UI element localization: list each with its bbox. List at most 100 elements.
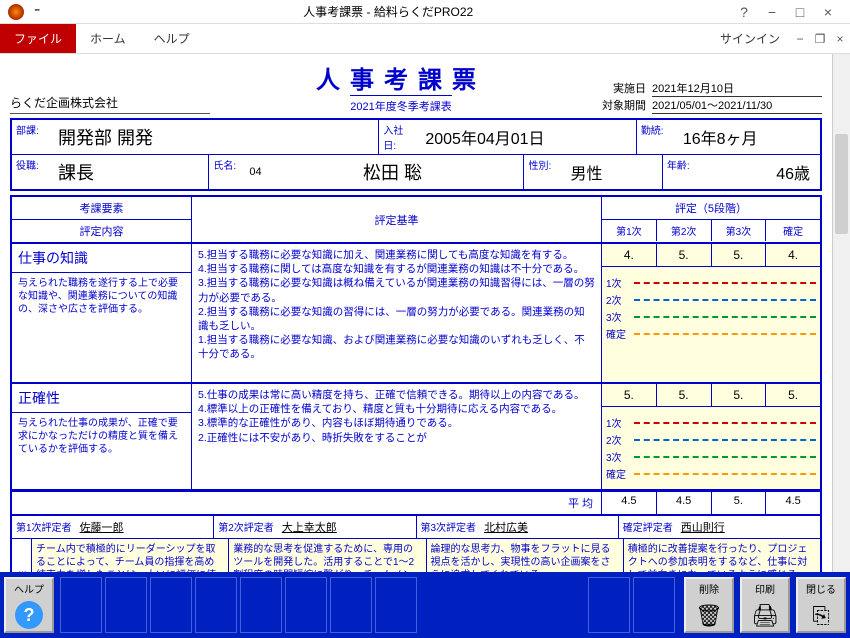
- score-cell[interactable]: 4.: [602, 244, 657, 266]
- name-value: 松田 聡: [262, 155, 524, 189]
- score-cell[interactable]: 5.: [712, 244, 767, 266]
- item-title: 仕事の知識: [12, 244, 191, 273]
- minimize-button[interactable]: −: [758, 4, 786, 20]
- score-cell[interactable]: 5.: [712, 384, 767, 406]
- printer-icon: 🖨: [751, 603, 779, 629]
- remark-cell: チーム内で積極的にリーダーシップを取ることによって、チーム員の指揮を高め結束力を…: [32, 539, 229, 572]
- evaluation-table: 考課要素評定内容 評定基準 評定（5段階） 第1次 第2次 第3次 確定 仕事の…: [10, 195, 822, 516]
- role-value: 課長: [48, 155, 208, 189]
- dept-label: 部課:: [12, 120, 48, 139]
- avg-cell: 4.5: [766, 492, 820, 514]
- mdi-close-icon[interactable]: ×: [830, 32, 850, 46]
- sex-label: 性別:: [524, 155, 560, 174]
- evaluator-name: 北村広美: [480, 516, 618, 538]
- item-desc: 与えられた職務を遂行する上で必要な知識や、関連業務についての知識の、深さや広さを…: [12, 273, 191, 320]
- avg-cell: 4.5: [657, 492, 712, 514]
- file-tab[interactable]: ファイル: [0, 24, 76, 53]
- close-button[interactable]: ×: [814, 4, 842, 20]
- sheet-title: 人事考課票: [210, 60, 592, 95]
- tool-slot: [105, 577, 147, 633]
- menubar: ファイル ホーム ヘルプ サインイン − ❐ ×: [0, 24, 850, 54]
- age-value: 46歳: [699, 156, 820, 188]
- vertical-scrollbar[interactable]: [832, 54, 850, 572]
- score-cell[interactable]: 5.: [602, 384, 657, 406]
- score-cell[interactable]: 5.: [657, 244, 712, 266]
- avg-label: 平 均: [12, 492, 602, 514]
- tool-slot: [633, 577, 675, 633]
- head-c4: 確定: [766, 220, 820, 241]
- hire-label: 入社日:: [379, 120, 415, 154]
- avg-cell: 4.5: [602, 492, 657, 514]
- help-tab[interactable]: ヘルプ: [140, 24, 204, 53]
- mdi-minimize-icon[interactable]: −: [790, 32, 810, 46]
- titlebar: ⁼ 人事考課票 - 給料らくだPRO22 ? − □ ×: [0, 0, 850, 24]
- delete-button[interactable]: 削除🗑: [684, 577, 734, 633]
- emp-no: 04: [245, 166, 261, 178]
- hire-value: 2005年04月01日: [415, 121, 635, 153]
- company-name: らくだ企画株式会社: [10, 94, 210, 114]
- item-criteria: 5.仕事の成果は常に高い精度を持ち、正確で信頼できる。期待以上の内容である。4.…: [192, 384, 602, 489]
- document-area: らくだ企画株式会社 人事考課票 2021年度冬季考課表 実施日2021年12月1…: [0, 54, 832, 572]
- remark-cell: 業務的な思考を促進するために、専用のツールを開発した。活用することで1～2割程度…: [229, 539, 426, 572]
- home-tab[interactable]: ホーム: [76, 24, 140, 53]
- tenure-value: 16年8ヶ月: [673, 121, 820, 153]
- help-icon[interactable]: ?: [730, 4, 758, 20]
- item-title: 正確性: [12, 384, 191, 413]
- tool-slot: [195, 577, 237, 633]
- employee-info: 部課:開発部 開発 入社日:2005年04月01日 勤続:16年8ヶ月 役職:課…: [10, 118, 822, 191]
- evaluator-label: 確定評定者: [619, 516, 677, 538]
- avg-cell: 5.: [712, 492, 767, 514]
- maximize-button[interactable]: □: [786, 4, 814, 20]
- sex-value: 男性: [560, 156, 661, 188]
- remark-label: 備考: [12, 539, 32, 572]
- signin-link[interactable]: サインイン: [710, 24, 790, 53]
- remark-cell: 論理的な思考力、物事をフラットに見る視点を活かし、実現性の高い企画案をさらに追求…: [427, 539, 624, 572]
- tool-slot: [240, 577, 282, 633]
- evaluator-name: 佐藤一郎: [76, 516, 214, 538]
- sheet-subtitle: 2021年度冬季考課表: [350, 95, 451, 114]
- head-c3: 第3次: [712, 220, 767, 241]
- period: 2021/05/01～2021/11/30: [652, 97, 822, 114]
- tool-slot: [375, 577, 417, 633]
- exit-icon: ⎘: [812, 603, 830, 629]
- head-c2: 第2次: [657, 220, 712, 241]
- tool-slot: [588, 577, 630, 633]
- score-cell[interactable]: 5.: [657, 384, 712, 406]
- qat-sep: ⁼: [34, 5, 40, 19]
- evaluator-name: 大上幸太郎: [278, 516, 416, 538]
- window-title: 人事考課票 - 給料らくだPRO22: [46, 3, 730, 20]
- item-desc: 与えられた仕事の成果が、正確で要求にかなっただけの精度と質を備えているかを評価す…: [12, 413, 191, 460]
- exec-date: 2021年12月10日: [652, 80, 822, 97]
- tenure-label: 勤続:: [637, 120, 673, 139]
- exec-date-label: 実施日: [592, 80, 652, 97]
- score-cell[interactable]: 5.: [766, 384, 820, 406]
- scroll-thumb[interactable]: [835, 134, 848, 234]
- head-criteria: 評定基準: [192, 197, 602, 242]
- remark-cell: 積極的に改善提案を行ったり、プロジェクトへの参加表明をするなど、仕事に対して前向…: [624, 539, 820, 572]
- tool-slot: [60, 577, 102, 633]
- evaluator-name: 西山則行: [677, 516, 820, 538]
- delete-icon: 🗑: [695, 603, 723, 629]
- role-label: 役職:: [12, 155, 48, 174]
- mdi-restore-icon[interactable]: ❐: [810, 32, 830, 46]
- close-form-button[interactable]: 閉じる⎘: [796, 577, 846, 633]
- evaluator-label: 第3次評定者: [417, 516, 481, 538]
- dept-value: 開発部 開発: [48, 120, 378, 154]
- period-label: 対象期間: [592, 97, 652, 114]
- evaluators-block: 第1次評定者佐藤一郎第2次評定者大上幸太郎第3次評定者北村広美確定評定者西山則行…: [10, 516, 822, 572]
- age-label: 年齢:: [663, 155, 699, 174]
- head-content: 評定内容: [12, 220, 191, 242]
- app-icon: [8, 4, 24, 20]
- tool-slot: [150, 577, 192, 633]
- head-c1: 第1次: [602, 220, 657, 241]
- print-button[interactable]: 印刷🖨: [740, 577, 790, 633]
- bottom-toolbar: ヘルプ? 削除🗑 印刷🖨 閉じる⎘: [0, 572, 850, 638]
- head-rating: 評定（5段階）: [602, 197, 820, 220]
- question-icon: ?: [15, 601, 43, 629]
- score-cell[interactable]: 4.: [766, 244, 820, 266]
- item-criteria: 5.担当する職務に必要な知識に加え、関連業務に関しても高度な知識を有する。4.担…: [192, 244, 602, 382]
- head-element: 考課要素: [12, 197, 191, 220]
- name-label: 氏名:: [209, 155, 245, 174]
- evaluator-label: 第1次評定者: [12, 516, 76, 538]
- help-button[interactable]: ヘルプ?: [4, 577, 54, 633]
